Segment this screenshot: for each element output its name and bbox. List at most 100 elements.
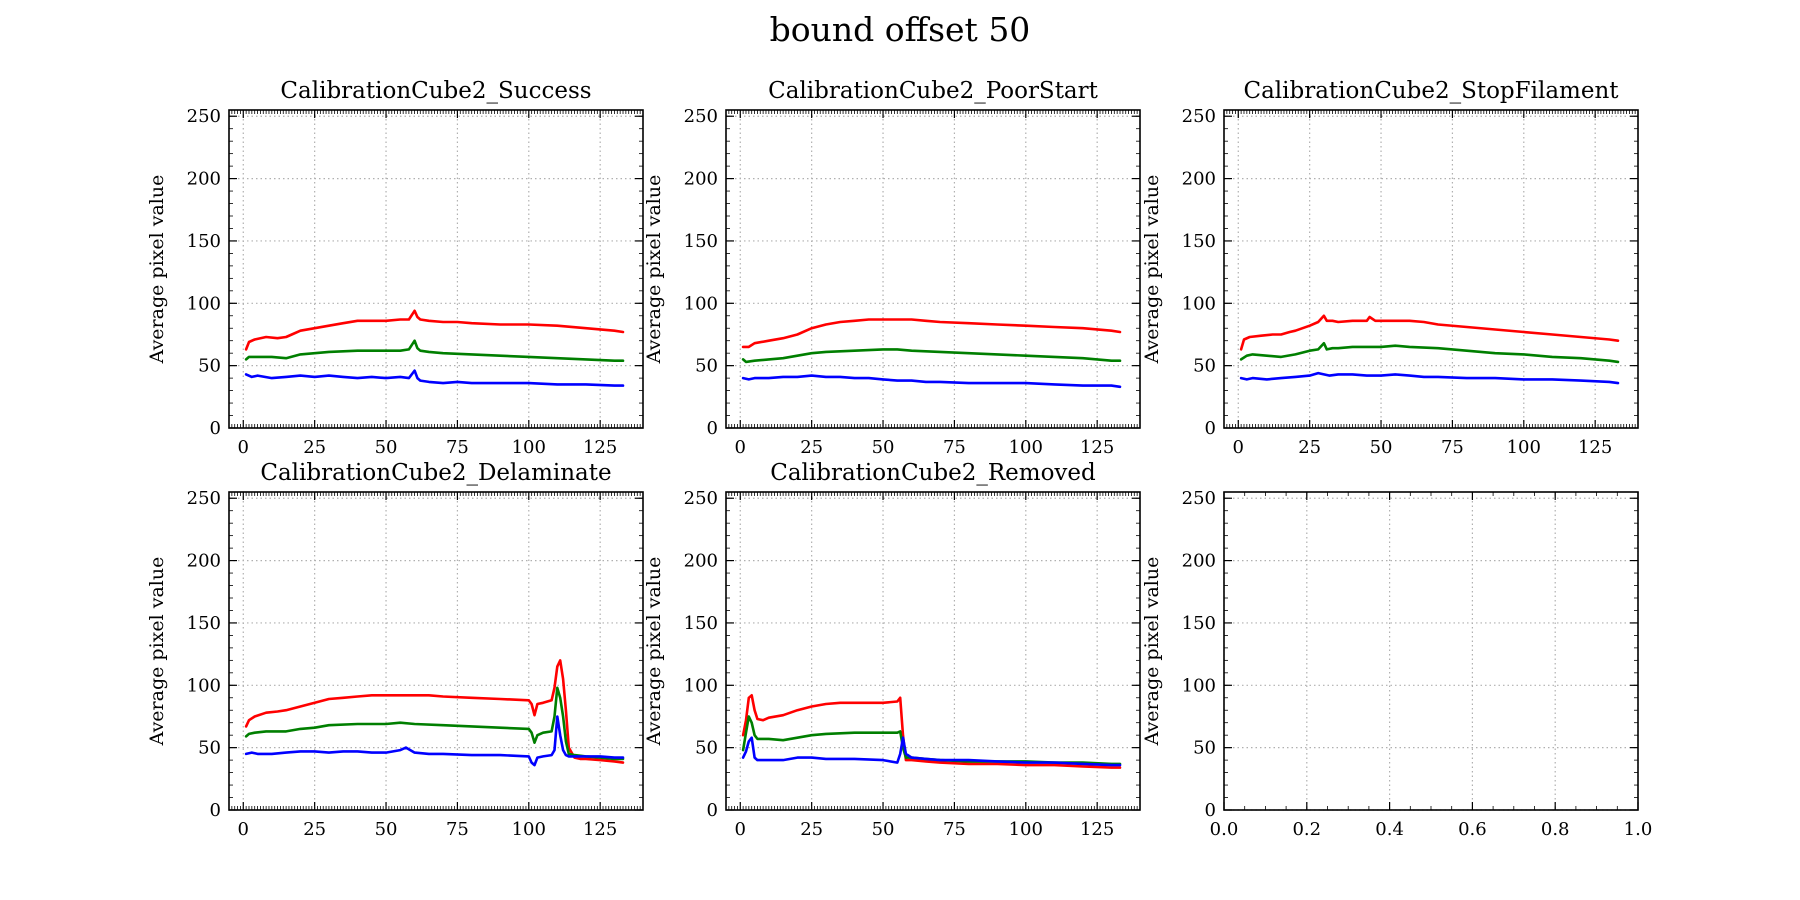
y-tick-label: 0: [707, 418, 718, 439]
chart-panel-3: 0 25 50 75 100 125 0 50 100 150 200 250 CalibrationC…: [1141, 78, 1639, 458]
plot-frame: [725, 109, 1141, 429]
x-tick-label: 25: [303, 819, 326, 840]
x-tick-label: 125: [583, 819, 617, 840]
subplot-title: CalibrationCube2_Delaminate: [260, 460, 611, 486]
y-tick-label: 50: [1193, 738, 1216, 759]
y-tick-label: 100: [1182, 293, 1216, 314]
x-tick-label: 75: [943, 819, 966, 840]
x-tick-label: 0: [735, 819, 746, 840]
series-line-blue: [244, 715, 625, 767]
x-tick-label: 75: [446, 819, 469, 840]
y-tick-label: 0: [1205, 418, 1216, 439]
series-line-green: [244, 686, 625, 761]
y-tick-label: 200: [187, 551, 221, 572]
x-tick-label: 50: [375, 437, 398, 458]
y-tick-label: 250: [187, 488, 221, 509]
chart-panel-4: 0 25 50 75 100 125 0 50 100 150 200 250 CalibrationC…: [146, 460, 644, 840]
y-tick-label: 250: [1182, 106, 1216, 127]
y-tick-label: 150: [1182, 231, 1216, 252]
x-tick-label: 0.8: [1541, 819, 1570, 840]
plot-frame: [1223, 109, 1639, 429]
y-tick-label: 50: [198, 356, 221, 377]
plot-frame: [228, 491, 644, 811]
series-line-red: [1239, 314, 1620, 351]
x-tick-label: 0.2: [1292, 819, 1321, 840]
y-axis-label: Average pixel value: [643, 557, 665, 747]
x-tick-label: 25: [800, 819, 823, 840]
series-line-green: [244, 339, 625, 363]
series-line-blue: [741, 736, 1122, 767]
x-tick-label: 50: [872, 819, 895, 840]
x-tick-label: 100: [1507, 437, 1541, 458]
plot-frame: [1223, 491, 1639, 811]
series-line-red: [741, 693, 1122, 769]
y-tick-label: 200: [684, 169, 718, 190]
y-tick-label: 150: [684, 613, 718, 634]
y-axis-label: Average pixel value: [146, 175, 168, 365]
y-tick-label: 100: [187, 293, 221, 314]
subplot-title: CalibrationCube2_Removed: [770, 460, 1096, 486]
chart-panel-2: 0 25 50 75 100 125 0 50 100 150 200 250 CalibrationC…: [643, 78, 1141, 458]
y-tick-label: 250: [684, 488, 718, 509]
y-tick-label: 50: [695, 356, 718, 377]
y-tick-label: 200: [1182, 551, 1216, 572]
x-tick-label: 75: [446, 437, 469, 458]
y-tick-label: 200: [684, 551, 718, 572]
y-axis-label: Average pixel value: [1141, 175, 1163, 365]
x-tick-label: 125: [1080, 437, 1114, 458]
x-tick-label: 75: [1441, 437, 1464, 458]
x-tick-label: 0: [735, 437, 746, 458]
y-tick-label: 100: [187, 675, 221, 696]
x-tick-label: 125: [1080, 819, 1114, 840]
plot-frame: [725, 491, 1141, 811]
x-tick-label: 1.0: [1624, 819, 1653, 840]
y-tick-label: 0: [1205, 800, 1216, 821]
series-line-red: [741, 318, 1122, 349]
y-tick-label: 250: [187, 106, 221, 127]
x-tick-label: 25: [1298, 437, 1321, 458]
series-line-red: [244, 659, 625, 764]
x-tick-label: 50: [375, 819, 398, 840]
y-tick-label: 150: [684, 231, 718, 252]
x-tick-label: 125: [1578, 437, 1612, 458]
x-tick-label: 0.6: [1458, 819, 1487, 840]
y-axis-label: Average pixel value: [643, 175, 665, 365]
series-line-red: [244, 309, 625, 351]
x-tick-label: 75: [943, 437, 966, 458]
x-tick-label: 100: [1009, 819, 1043, 840]
figure-title: bound offset 50: [769, 10, 1031, 49]
x-tick-label: 0.4: [1375, 819, 1404, 840]
y-tick-label: 50: [198, 738, 221, 759]
x-tick-label: 0: [238, 437, 249, 458]
series-line-green: [1239, 341, 1620, 364]
y-tick-label: 0: [210, 800, 221, 821]
x-tick-label: 25: [303, 437, 326, 458]
y-tick-label: 150: [187, 613, 221, 634]
y-tick-label: 0: [210, 418, 221, 439]
y-tick-label: 150: [1182, 613, 1216, 634]
series-line-green: [741, 348, 1122, 364]
y-tick-label: 50: [1193, 356, 1216, 377]
x-tick-label: 125: [583, 437, 617, 458]
y-tick-label: 100: [1182, 675, 1216, 696]
subplot-title: CalibrationCube2_StopFilament: [1243, 78, 1619, 104]
subplot-title: CalibrationCube2_PoorStart: [768, 78, 1099, 104]
x-tick-label: 50: [872, 437, 895, 458]
y-tick-label: 250: [1182, 488, 1216, 509]
x-tick-label: 0: [1233, 437, 1244, 458]
x-tick-label: 25: [800, 437, 823, 458]
series-line-blue: [244, 369, 625, 387]
y-tick-label: 200: [187, 169, 221, 190]
y-axis-label: Average pixel value: [1141, 557, 1163, 747]
x-tick-label: 100: [1009, 437, 1043, 458]
chart-panel-1: 0 25 50 75 100 125 0 50 100 150 200 250 CalibrationC…: [146, 78, 644, 458]
x-tick-label: 100: [512, 819, 546, 840]
y-axis-label: Average pixel value: [146, 557, 168, 747]
y-tick-label: 150: [187, 231, 221, 252]
y-tick-label: 0: [707, 800, 718, 821]
y-tick-label: 100: [684, 293, 718, 314]
y-tick-label: 200: [1182, 169, 1216, 190]
x-tick-label: 100: [512, 437, 546, 458]
y-tick-label: 100: [684, 675, 718, 696]
